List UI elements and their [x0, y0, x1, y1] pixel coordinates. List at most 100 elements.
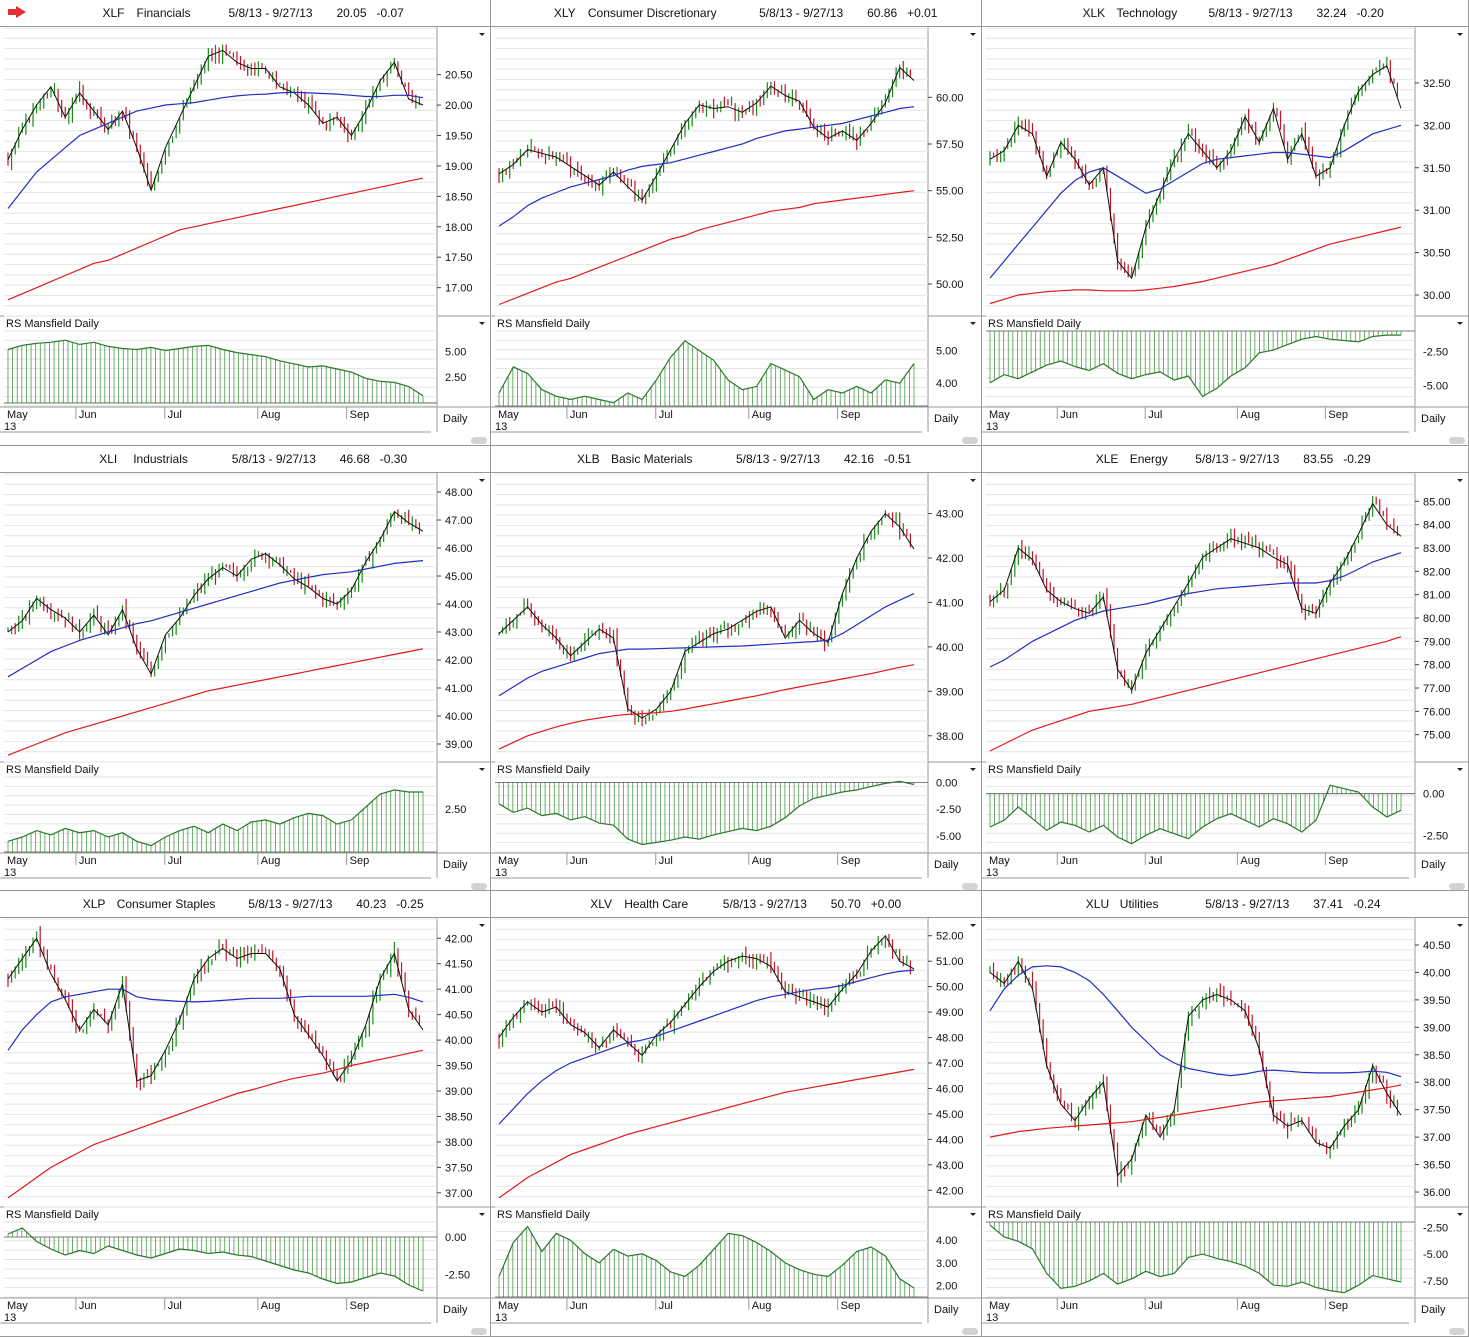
chevron-down-icon[interactable] [1457, 1213, 1463, 1216]
scrollbar-thumb[interactable] [471, 1328, 487, 1335]
y-tick-label: 52.00 [936, 931, 964, 943]
y-tick-label: 80.00 [1423, 613, 1451, 625]
chart-symbol: XLB [577, 452, 600, 466]
chevron-down-icon[interactable] [970, 322, 976, 325]
y-tick-label: 40.00 [1423, 967, 1451, 979]
x-tick-label: Jun [570, 409, 588, 421]
chart-svg: May Jun Jul Aug Sep 13 32.50 32.00 31.50 31.00 30.… [982, 0, 1469, 446]
y-tick-label: 38.00 [445, 1137, 473, 1149]
rs-tick-label: 3.00 [936, 1258, 957, 1270]
y-tick-label: 37.00 [1423, 1132, 1451, 1144]
chart-panel-xlv[interactable]: XLV Health Care 5/8/13 - 9/27/13 50.70 +0.00… [491, 891, 982, 1337]
scrollbar-thumb[interactable] [962, 883, 978, 890]
x-tick-label: May [7, 855, 28, 867]
chart-date-range: 5/8/13 - 9/27/13 [722, 897, 807, 911]
chevron-down-icon[interactable] [1457, 33, 1463, 36]
chart-panel-xli[interactable]: XLI Industrials 5/8/13 - 9/27/13 46.68 -0.30… [0, 446, 491, 891]
y-tick-label: 38.00 [1423, 1077, 1451, 1089]
chevron-down-icon[interactable] [1457, 322, 1463, 325]
rs-panel-title: RS Mansfield Daily [497, 318, 590, 330]
y-tick-label: 81.00 [1423, 590, 1451, 602]
chart-panel-xlk[interactable]: XLK Technology 5/8/13 - 9/27/13 32.24 -0.20 M… [982, 0, 1469, 446]
scrollbar-thumb[interactable] [962, 437, 978, 444]
y-tick-label: 79.00 [1423, 636, 1451, 648]
x-tick-label: Sep [1328, 1300, 1348, 1312]
chart-panel-xle[interactable]: XLE Energy 5/8/13 - 9/27/13 83.55 -0.29 May Ju… [982, 446, 1469, 891]
x-tick-label: Jun [1060, 855, 1078, 867]
chart-name: Technology [1116, 6, 1178, 20]
y-tick-label: 40.00 [936, 642, 964, 654]
chart-change: -0.29 [1343, 452, 1371, 466]
rs-tick-label: -7.50 [1423, 1276, 1448, 1288]
x-tick-label: Aug [752, 855, 772, 867]
chart-panel-xlu[interactable]: XLU Utilities 5/8/13 - 9/27/13 37.41 -0.24 Ma… [982, 891, 1469, 1337]
period-label[interactable]: Daily [1421, 859, 1446, 871]
y-tick-label: 19.50 [445, 130, 473, 142]
x-tick-label: Jul [1148, 1300, 1162, 1312]
chart-last-price: 60.86 [867, 6, 898, 20]
chart-panel-xlp[interactable]: XLP Consumer Staples 5/8/13 - 9/27/13 40.23… [0, 891, 491, 1337]
x-year-label: 13 [986, 421, 998, 433]
price-series-line [7, 49, 424, 192]
chevron-down-icon[interactable] [479, 924, 485, 927]
price-series-line [989, 960, 1402, 1177]
chevron-down-icon[interactable] [479, 479, 485, 482]
chevron-down-icon[interactable] [479, 33, 485, 36]
chevron-down-icon[interactable] [479, 322, 485, 325]
chevron-down-icon[interactable] [1457, 924, 1463, 927]
y-tick-label: 48.00 [445, 487, 473, 499]
chart-last-price: 40.23 [356, 897, 387, 911]
chevron-down-icon[interactable] [479, 1213, 485, 1216]
x-tick-label: May [7, 1300, 28, 1312]
scrollbar-thumb[interactable] [471, 883, 487, 890]
chevron-down-icon[interactable] [479, 768, 485, 771]
chart-svg: May Jun Jul Aug Sep 13 60.00 57.50 55.00 52.50 50.… [491, 0, 982, 446]
chart-panel-xlb[interactable]: XLB Basic Materials 5/8/13 - 9/27/13 42.16-… [491, 446, 982, 891]
scrollbar-thumb[interactable] [1449, 437, 1465, 444]
period-label[interactable]: Daily [934, 859, 959, 871]
sma50-line [7, 560, 424, 678]
chevron-down-icon[interactable] [970, 33, 976, 36]
sma50-line [498, 106, 915, 227]
period-label[interactable]: Daily [1421, 1304, 1446, 1316]
x-tick-label: Sep [841, 409, 861, 421]
y-tick-label: 43.00 [445, 627, 473, 639]
period-label[interactable]: Daily [1421, 413, 1446, 425]
period-label[interactable]: Daily [443, 413, 468, 425]
x-tick-label: May [989, 855, 1010, 867]
chart-header: XLK Technology 5/8/13 - 9/27/13 32.24 -0.20 [982, 0, 1469, 27]
chevron-down-icon[interactable] [1457, 479, 1463, 482]
scrollbar-thumb[interactable] [962, 1328, 978, 1335]
scrollbar-thumb[interactable] [1449, 1328, 1465, 1335]
chart-panel-xlf[interactable]: XLF Financials 5/8/13 - 9/27/13 20.05 -0.07 M… [0, 0, 491, 446]
y-tick-label: 47.00 [936, 1058, 964, 1070]
period-label[interactable]: Daily [934, 1304, 959, 1316]
scrollbar-thumb[interactable] [1449, 883, 1465, 890]
chevron-down-icon[interactable] [1457, 768, 1463, 771]
y-tick-label: 30.00 [1423, 290, 1451, 302]
x-tick-label: Jun [570, 855, 588, 867]
period-label[interactable]: Daily [443, 1304, 468, 1316]
x-tick-label: Jul [168, 1300, 182, 1312]
chevron-down-icon[interactable] [970, 1213, 976, 1216]
chart-last-price: 37.41 [1313, 897, 1344, 911]
sma200-line [7, 1049, 424, 1199]
chart-last-price: 20.05 [336, 6, 367, 20]
y-tick-label: 20.50 [445, 70, 473, 82]
scrollbar-thumb[interactable] [471, 437, 487, 444]
rs-panel-title: RS Mansfield Daily [988, 318, 1081, 330]
chevron-down-icon[interactable] [970, 479, 976, 482]
x-tick-label: Jul [659, 855, 673, 867]
chart-panel-xly[interactable]: XLY Consumer Discretionary 5/8/13 - 9/27/1… [491, 0, 982, 446]
y-tick-label: 37.50 [445, 1162, 473, 1174]
period-label[interactable]: Daily [443, 859, 468, 871]
red-arrow-icon[interactable] [8, 6, 26, 18]
chevron-down-icon[interactable] [970, 924, 976, 927]
sma200-line [989, 636, 1402, 752]
y-tick-label: 38.00 [936, 731, 964, 743]
chevron-down-icon[interactable] [970, 768, 976, 771]
period-label[interactable]: Daily [934, 413, 959, 425]
sma200-line [498, 1068, 915, 1199]
rs-series-line [498, 780, 915, 846]
chart-symbol: XLF [102, 6, 125, 20]
